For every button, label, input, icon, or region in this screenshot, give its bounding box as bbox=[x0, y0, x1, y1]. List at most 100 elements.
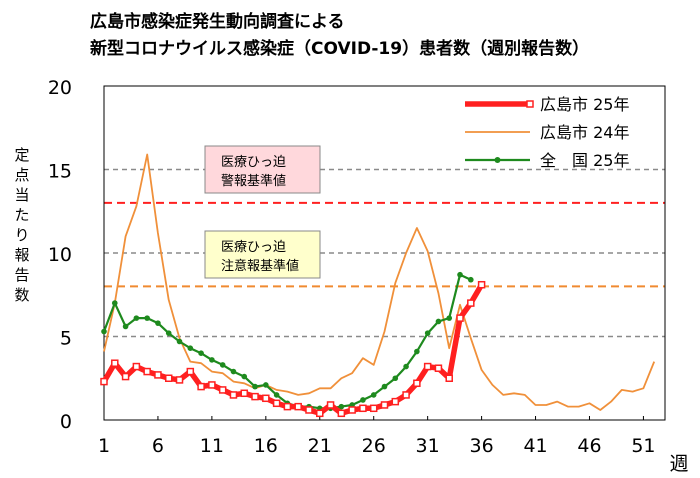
threshold-box bbox=[204, 230, 321, 279]
series-point bbox=[209, 357, 215, 363]
series-point bbox=[402, 391, 410, 399]
y-axis-label: 定点当たり報告数 bbox=[14, 146, 29, 304]
series-point bbox=[197, 382, 205, 391]
series-point bbox=[413, 379, 421, 388]
series-point bbox=[468, 276, 474, 283]
series-point bbox=[369, 404, 378, 413]
series-line bbox=[103, 153, 656, 411]
series-point bbox=[252, 383, 258, 390]
x-tick-label: 51 bbox=[631, 435, 655, 457]
series-point bbox=[456, 314, 464, 322]
y-axis-label-char: 報 bbox=[14, 246, 29, 264]
series-point bbox=[198, 350, 204, 357]
series-point bbox=[467, 299, 475, 307]
series-point bbox=[305, 406, 313, 414]
threshold-label: 注意報基準値 bbox=[221, 258, 299, 274]
plot-frame bbox=[103, 85, 666, 421]
x-tick-label: 16 bbox=[254, 435, 278, 457]
series-point bbox=[272, 399, 281, 408]
series-point bbox=[380, 401, 389, 409]
series-point bbox=[101, 328, 107, 335]
series-point bbox=[154, 371, 162, 379]
series-point bbox=[403, 363, 409, 370]
x-tick-label: 11 bbox=[200, 435, 224, 457]
series-point bbox=[273, 392, 280, 398]
series-point bbox=[208, 381, 216, 389]
series-point bbox=[445, 374, 453, 382]
series-point bbox=[218, 386, 227, 394]
x-tick-label: 1 bbox=[98, 435, 110, 457]
threshold-box bbox=[204, 145, 321, 194]
y-tick-label: 15 bbox=[48, 161, 72, 183]
y-axis-label-char: 定 bbox=[14, 146, 29, 164]
x-tick-label: 41 bbox=[523, 435, 547, 457]
series-point bbox=[165, 330, 172, 336]
y-axis-label-char: 点 bbox=[14, 166, 29, 184]
x-tick-label: 21 bbox=[308, 435, 332, 457]
legend-label: 広島市 25年 bbox=[540, 95, 629, 114]
threshold-label: 医療ひっ迫 bbox=[221, 155, 286, 170]
series-point bbox=[187, 345, 194, 351]
x-tick-label: 36 bbox=[470, 435, 494, 457]
series-point bbox=[176, 338, 183, 345]
series-point bbox=[337, 409, 346, 418]
y-axis-label-char: 数 bbox=[14, 286, 29, 304]
y-tick-label: 20 bbox=[48, 77, 72, 99]
series-point bbox=[359, 404, 367, 413]
series-point bbox=[391, 397, 400, 406]
y-tick-label: 0 bbox=[60, 411, 72, 433]
series-point bbox=[251, 392, 259, 401]
series-point bbox=[414, 348, 420, 355]
chart-title-line1: 広島市感染症発生動向調査による bbox=[90, 11, 345, 32]
series-point bbox=[392, 375, 399, 382]
chart-title-line2: 新型コロナウイルス感染症（COVID-19）患者数（週別報告数） bbox=[90, 38, 589, 59]
series-point bbox=[132, 362, 141, 371]
legend-marker bbox=[526, 100, 534, 108]
y-axis-label-char: た bbox=[14, 206, 29, 224]
series-point bbox=[263, 382, 269, 388]
series-point bbox=[283, 402, 292, 411]
y-axis-label-char: 告 bbox=[14, 266, 29, 284]
series-point bbox=[370, 392, 377, 398]
series-point bbox=[111, 300, 118, 306]
y-axis-label-char: 当 bbox=[14, 186, 29, 204]
series-point bbox=[229, 391, 238, 399]
x-axis-label: 週 bbox=[669, 453, 688, 475]
series-point bbox=[348, 406, 356, 414]
series-point bbox=[326, 401, 335, 409]
legend-label: 全 国 25年 bbox=[540, 151, 629, 170]
series-point bbox=[155, 320, 161, 326]
series-point bbox=[144, 315, 150, 321]
threshold-label: 警報基準値 bbox=[221, 173, 286, 189]
series-point bbox=[230, 368, 237, 375]
series-point bbox=[240, 389, 248, 398]
series-point bbox=[186, 367, 195, 376]
x-tick-label: 31 bbox=[416, 435, 440, 457]
series-layer bbox=[100, 153, 656, 418]
series-point bbox=[446, 315, 453, 321]
series-point bbox=[241, 373, 248, 380]
series-point bbox=[121, 372, 130, 381]
x-tick-label: 26 bbox=[362, 435, 386, 457]
series-point bbox=[175, 376, 184, 384]
series-point bbox=[338, 403, 345, 410]
series-point bbox=[143, 367, 151, 376]
y-axis-label-char: り bbox=[14, 226, 29, 244]
series-point bbox=[316, 409, 324, 418]
series-point bbox=[477, 280, 486, 289]
threshold-label: 医療ひっ迫 bbox=[221, 240, 286, 255]
series-point bbox=[381, 383, 388, 390]
grid-layer bbox=[104, 168, 665, 338]
series-point bbox=[164, 374, 173, 382]
series-point bbox=[434, 364, 443, 372]
series-point bbox=[133, 315, 140, 321]
series-point bbox=[435, 318, 442, 325]
series-point bbox=[122, 323, 129, 330]
series-point bbox=[294, 402, 302, 411]
x-tick-label: 46 bbox=[577, 435, 601, 457]
series-point bbox=[423, 362, 432, 371]
